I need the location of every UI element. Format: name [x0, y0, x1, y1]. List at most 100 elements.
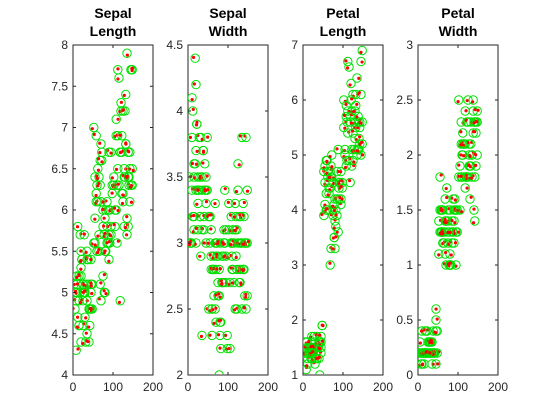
data-point-dot	[331, 204, 335, 208]
chart-title-line: Width	[209, 23, 248, 39]
data-point-dot	[96, 184, 100, 188]
data-point	[87, 304, 97, 314]
data-point-dot	[241, 242, 245, 246]
data-point-dot	[102, 216, 106, 220]
data-point	[451, 227, 461, 237]
data-point-dot	[118, 133, 122, 137]
data-point	[242, 185, 252, 195]
chart-title-line: Sepal	[209, 5, 246, 21]
data-point	[431, 304, 441, 314]
data-point	[341, 161, 351, 171]
x-tick-label: 200	[373, 380, 393, 394]
data-point-dot	[326, 193, 330, 197]
data-point-dot	[242, 306, 246, 310]
y-tick-label: 0.5	[396, 313, 413, 327]
data-point	[326, 243, 336, 254]
data-point-dot	[337, 182, 341, 186]
data-point-dot	[217, 319, 221, 323]
data-point-dot	[311, 350, 315, 354]
data-point	[119, 221, 129, 232]
data-point	[346, 95, 356, 105]
data-point-dot	[79, 249, 83, 253]
data-point	[96, 197, 106, 207]
data-point-dot	[344, 165, 348, 170]
data-point-dot	[125, 214, 129, 219]
data-point	[98, 271, 108, 281]
data-point	[94, 230, 104, 240]
chart-title-line: Sepal	[94, 5, 131, 21]
data-point-dot	[84, 250, 88, 254]
data-point	[241, 132, 251, 143]
x-tick-label: 100	[448, 380, 468, 394]
x-tick-label: 100	[103, 380, 123, 394]
data-point-dot	[194, 162, 199, 166]
data-point-dot	[121, 108, 125, 112]
data-point	[210, 198, 220, 209]
chart-title-line: Length	[320, 23, 367, 39]
data-point	[450, 194, 460, 204]
data-point	[472, 106, 482, 116]
data-point-dot	[307, 340, 311, 344]
data-point	[125, 197, 135, 207]
data-point-dot	[201, 150, 206, 154]
chart-title-line: Petal	[326, 5, 359, 21]
data-point-dot	[99, 281, 103, 285]
data-point	[99, 230, 109, 240]
data-point-dot	[105, 241, 109, 245]
data-point-dot	[121, 193, 125, 197]
data-point-dot	[190, 97, 194, 102]
y-tick-label: 4	[291, 203, 298, 217]
data-point-dot	[122, 93, 126, 97]
data-point-dot	[420, 362, 425, 366]
data-point	[344, 155, 354, 166]
data-point-dot	[116, 67, 120, 71]
data-point-dot	[332, 208, 336, 212]
data-point-dot	[96, 168, 101, 172]
data-point	[418, 337, 425, 347]
data-point-dot	[244, 295, 248, 299]
data-point	[336, 194, 346, 204]
data-point-dot	[75, 325, 79, 330]
data-point	[226, 238, 236, 248]
data-point	[211, 317, 221, 327]
data-point-dot	[470, 176, 474, 180]
data-point-dot	[125, 53, 129, 57]
y-tick-label: 6.5	[51, 162, 68, 176]
data-point-dot	[92, 132, 96, 136]
data-point-dot	[360, 153, 365, 157]
data-point-dot	[123, 225, 128, 230]
data-point-dot	[90, 127, 94, 131]
data-point-dot	[435, 317, 439, 321]
data-point	[357, 45, 367, 56]
data-point-dot	[204, 188, 208, 192]
data-point	[240, 291, 250, 301]
data-point-dot	[97, 181, 101, 185]
data-point	[200, 159, 210, 169]
data-point-dot	[119, 100, 123, 104]
data-point-dot	[345, 66, 350, 70]
data-point-dot	[428, 351, 432, 355]
y-tick-label: 3.5	[166, 170, 183, 184]
data-point	[105, 205, 115, 215]
data-point	[471, 161, 481, 171]
data-point	[443, 238, 453, 248]
data-point-dot	[97, 297, 101, 301]
data-point	[127, 164, 137, 174]
data-point-dot	[357, 76, 361, 80]
data-point	[352, 73, 362, 83]
data-point-dot	[104, 292, 108, 296]
data-point	[73, 221, 83, 232]
data-point	[214, 264, 224, 275]
data-point-dot	[94, 174, 99, 178]
data-point-dot	[126, 149, 130, 153]
data-point	[463, 95, 473, 105]
data-point	[326, 161, 336, 171]
data-point	[84, 304, 94, 314]
data-point-dot	[320, 339, 324, 343]
data-point-dot	[97, 247, 101, 252]
data-point-dot	[446, 230, 450, 234]
data-point-dot	[194, 226, 198, 230]
data-point	[121, 139, 131, 149]
data-point	[423, 348, 433, 358]
y-tick-label: 4.5	[51, 327, 68, 341]
